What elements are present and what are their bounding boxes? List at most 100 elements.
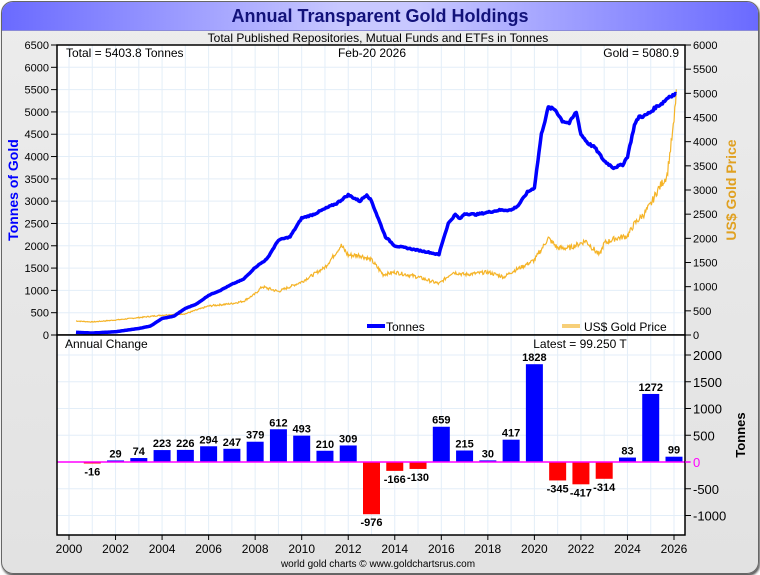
y-tick-label: 4000 (25, 152, 49, 164)
bar (339, 445, 357, 462)
bar-label: 659 (432, 415, 450, 427)
x-tick-label: 2010 (288, 542, 315, 556)
lower-y-tick-label: -1000 (693, 509, 726, 524)
y-tick-label: 1500 (25, 263, 49, 275)
x-tick-label: 2004 (149, 542, 176, 556)
bar (223, 448, 241, 462)
x-tick-label: 2024 (614, 542, 641, 556)
x-tick-label: 2012 (335, 542, 362, 556)
bar (153, 450, 171, 462)
bar-label: 215 (455, 438, 473, 450)
bar (456, 450, 474, 462)
bar (246, 441, 264, 462)
bar (642, 393, 660, 462)
bar-label: 247 (223, 437, 241, 449)
chart-title: Annual Transparent Gold Holdings (231, 6, 529, 26)
bar-label: 223 (153, 438, 171, 450)
x-tick-label: 2000 (56, 542, 83, 556)
tonnes-line (75, 91, 677, 335)
bar-label: 294 (199, 434, 218, 446)
y-right-tick-label: 2500 (693, 209, 717, 221)
x-tick-label: 2018 (474, 542, 501, 556)
bar-label: 1272 (638, 382, 662, 394)
y-right-tick-label: 4000 (693, 137, 717, 149)
bar-label: 226 (176, 438, 194, 450)
bar (316, 450, 334, 462)
bar (409, 462, 427, 469)
bar (176, 449, 194, 462)
y-right-tick-label: 4500 (693, 113, 717, 125)
bar-label: 210 (316, 439, 334, 451)
bar (130, 458, 148, 462)
left-axis-title: Tonnes of Gold (5, 139, 21, 241)
bar (479, 460, 497, 462)
lower-y-tick-label: -500 (693, 482, 719, 497)
bar (618, 457, 636, 462)
legend-price-swatch (562, 324, 580, 328)
title-bar: Annual Transparent Gold Holdings (2, 2, 758, 31)
lower-y-tick-label: 500 (693, 428, 715, 443)
bar (200, 446, 218, 462)
y-right-tick-label: 2000 (693, 233, 717, 245)
bar-label: 309 (339, 433, 357, 445)
bar (363, 462, 380, 515)
bar-label: 379 (246, 430, 264, 442)
bar (525, 364, 543, 462)
y-right-tick-label: 3500 (693, 161, 717, 173)
y-right-tick-label: 0 (693, 330, 699, 342)
y-right-tick-label: 1000 (693, 282, 717, 294)
bar (107, 460, 125, 462)
x-tick-label: 2026 (661, 542, 688, 556)
chart-subtitle: Total Published Repositories, Mutual Fun… (208, 31, 549, 45)
lower-y-tick-label: 0 (693, 455, 700, 470)
annual-change-title: Annual Change (65, 337, 148, 351)
y-right-tick-label: 500 (693, 306, 711, 318)
y-tick-label: 5500 (25, 85, 49, 97)
annual-change-bars: -16 29 74 223 226 294 247 379 612 493 210 309 -976 -1… (83, 352, 683, 529)
x-tick-label: 2022 (568, 542, 595, 556)
y-tick-label: 3500 (25, 174, 49, 186)
total-label: Total = 5403.8 Tonnes (66, 46, 184, 60)
bar-label: 1828 (522, 352, 546, 364)
y-tick-label: 6500 (25, 40, 49, 52)
x-tick-label: 2014 (381, 542, 408, 556)
bar-label: -16 (84, 467, 100, 479)
lower-axis-title: Tonnes (733, 412, 748, 457)
bar-label: -314 (593, 482, 616, 494)
y-tick-label: 0 (43, 330, 49, 342)
bar-label: -345 (547, 483, 569, 495)
bar-label: 30 (482, 448, 494, 460)
bar-label: 99 (668, 445, 680, 457)
tonnes-series (75, 91, 677, 335)
y-tick-label: 6000 (25, 62, 49, 74)
x-tick-label: 2008 (242, 542, 269, 556)
y-right-tick-label: 6000 (693, 40, 717, 52)
x-tick-label: 2016 (428, 542, 455, 556)
legend-tonnes-label: Tonnes (386, 320, 425, 334)
y-tick-label: 1000 (25, 285, 49, 297)
legend-tonnes-swatch (367, 324, 385, 328)
date-label: Feb-20 2026 (338, 46, 406, 60)
gold-price-label: Gold = 5080.9 (603, 46, 679, 60)
bar (432, 426, 450, 462)
bar-label: -130 (407, 472, 429, 484)
bar-label: 74 (133, 446, 146, 458)
right-y-axis: 0 500 1000 1500 2000 2500 3000 3500 4000 4500 5000… (685, 40, 717, 342)
y-right-tick-label: 1500 (693, 258, 717, 270)
bar (269, 429, 287, 462)
x-tick-label: 2002 (102, 542, 129, 556)
y-tick-label: 3000 (25, 196, 49, 208)
x-tick-label: 2020 (521, 542, 548, 556)
bar-label: 29 (109, 448, 121, 460)
x-axis: 2000 2002 2004 2006 2008 2010 2012 2014 2016 2018… (56, 535, 688, 556)
y-right-tick-label: 5000 (693, 88, 717, 100)
latest-label: Latest = 99.250 T (533, 337, 627, 351)
y-tick-label: 5000 (25, 107, 49, 119)
bar (572, 462, 590, 485)
bar (502, 439, 520, 462)
lower-right-y-axis: -1000 -500 0 500 1000 1500 2000 (685, 348, 726, 524)
legend-price-label: US$ Gold Price (584, 320, 667, 334)
left-y-axis: 0 500 1000 1500 2000 2500 3000 3500 4000 4500 5000… (25, 40, 57, 342)
y-tick-label: 4500 (25, 129, 49, 141)
